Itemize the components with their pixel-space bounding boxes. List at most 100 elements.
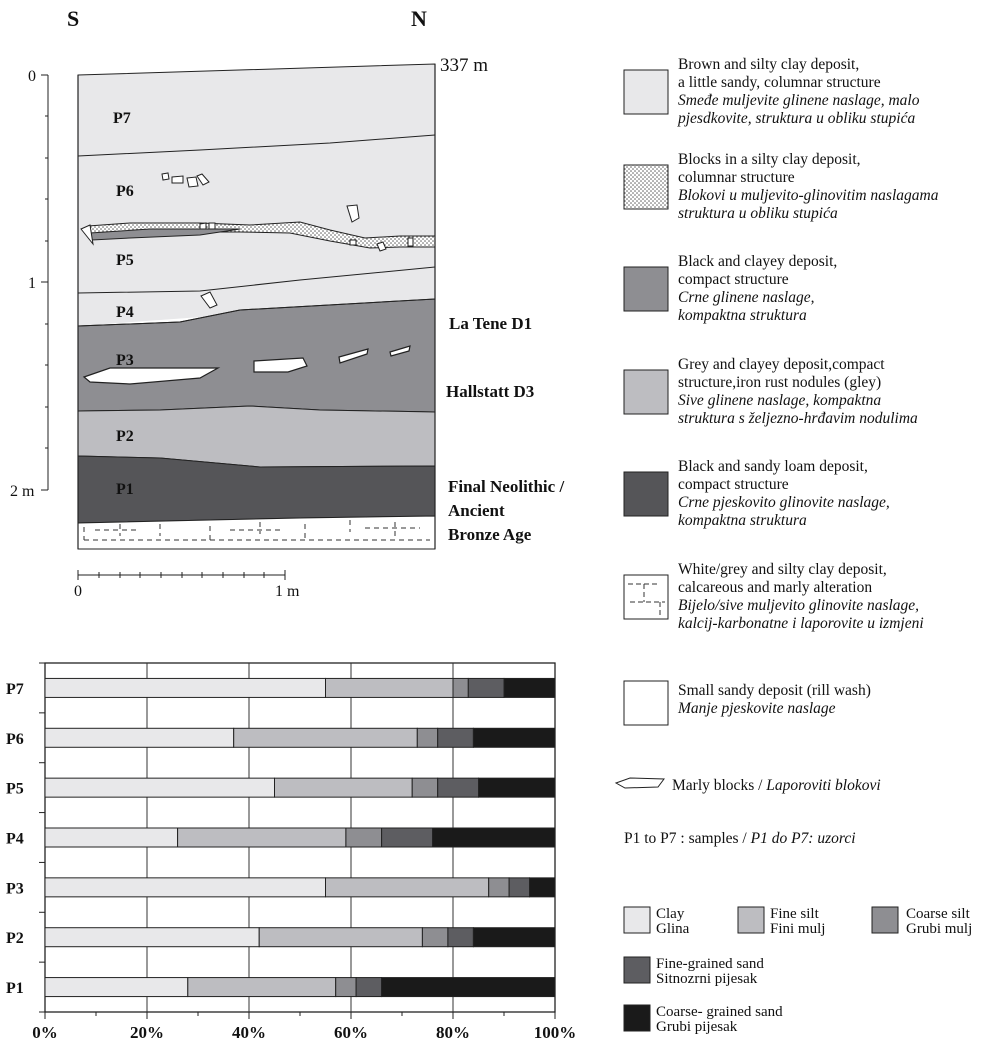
bar-p5-coarse-silt: [411, 777, 439, 798]
bar-p5-clay: [44, 777, 275, 798]
sample-label-p7: P7: [113, 110, 131, 127]
bar-p6-fine-grained-sand: [437, 727, 474, 748]
grain-size-chart: P7 P6 P5 P4 P3 P2 P1 0% 20% 40% 60% 80% 100%: [6, 662, 576, 1038]
grain-label-en: Coarse silt: [906, 906, 971, 922]
legend-item-small-sandy: Small sandy deposit (rill wash)Manje pje…: [623, 680, 871, 726]
legend-text: compact structure: [678, 271, 789, 288]
dashed-pattern: [628, 583, 665, 615]
stone: [171, 175, 184, 184]
legend-text: columnar structure: [678, 169, 795, 186]
layer-brown-top: [77, 63, 436, 241]
bar-p4-clay: [44, 827, 179, 848]
legend-text: Blocks in a silty clay deposit,: [678, 151, 861, 168]
marly-blocks-p3: [82, 345, 411, 385]
bar-p4-coarse-grained-sand: [432, 827, 556, 848]
marly-legend: Marly blocks / Laporoviti blokovi: [614, 777, 881, 794]
legend-text: White/grey and silty clay deposit,: [678, 561, 887, 578]
legend-text: a little sandy, columnar structure: [678, 74, 881, 91]
legend-text: kompaktna struktura: [678, 307, 807, 324]
orientation-north: N: [411, 6, 427, 31]
bar-p7-coarse-grained-sand: [503, 677, 556, 698]
stone: [196, 173, 210, 186]
category-label-p5: P5: [6, 781, 24, 798]
legend-text: struktura u obliku stupića: [678, 205, 838, 222]
sample-label-p4: P4: [116, 304, 134, 321]
samples-note: P1 to P7 : samples / P1 do P7: uzorci: [624, 830, 856, 847]
bar-p1-fine-silt: [187, 977, 337, 998]
category-label-p1: P1: [6, 980, 24, 997]
depth-axis: [41, 74, 49, 491]
legend-text: Bijelo/sive muljevito glinovite naslage,: [678, 597, 919, 614]
period-neolithic-line1: Final Neolithic /: [448, 477, 564, 496]
period-la-tene: La Tene D1: [449, 314, 532, 333]
stone: [186, 176, 199, 188]
bar-p6-fine-silt: [233, 727, 418, 748]
bar-p3-coarse-grained-sand: [529, 877, 556, 898]
legend-text: Sive glinene naslage, kompaktna: [678, 392, 881, 409]
legend-text: pjesdkovite, struktura u obliku stupića: [677, 110, 915, 127]
sample-label-p3: P3: [116, 352, 134, 369]
stones: [80, 172, 414, 309]
legend-swatch-brown: [623, 69, 669, 115]
bar-p6-coarse-grained-sand: [472, 727, 556, 748]
bar-p7-coarse-silt: [452, 677, 469, 698]
category-label-p6: P6: [6, 731, 24, 748]
boundary-p5-p4: [77, 266, 436, 294]
stone: [407, 237, 414, 247]
bar-p3-fine-grained-sand: [508, 877, 531, 898]
grain-label-en: Fine-grained sand: [656, 956, 764, 972]
legend-swatch-blocks: [623, 164, 669, 210]
legend-text: Smeđe muljevite glinene naslage, malo: [678, 92, 920, 109]
bar-p2-fine-silt: [258, 927, 423, 948]
legend-text: Small sandy deposit (rill wash): [678, 682, 871, 699]
period-neolithic-line3: Bronze Age: [448, 525, 532, 544]
legend-item-black-clayey: Black and clayey deposit,compact structu…: [623, 253, 837, 324]
legend-swatch-black-clayey: [623, 266, 669, 312]
scale-bar-start: 0: [74, 583, 82, 600]
bar-p5-fine-grained-sand: [437, 777, 480, 798]
sample-label-p5: P5: [116, 252, 134, 269]
legend-text: struktura s željezno-hrđavim nodulima: [678, 410, 918, 427]
legend-item-white-grey: White/grey and silty clay deposit,calcar…: [623, 561, 924, 632]
bar-p3-coarse-silt: [488, 877, 510, 898]
legend-item-black-sandy: Black and sandy loam deposit,compact str…: [623, 458, 890, 529]
legend-text: kalcij-karbonatne i laporovite u izmjeni: [678, 615, 924, 632]
marly-block-swatch: [614, 777, 665, 789]
boundary-p4-p3: [77, 298, 436, 327]
altitude-label: 337 m: [440, 55, 488, 76]
scale-bar-end: 1 m: [275, 583, 300, 600]
bar-p5-coarse-grained-sand: [478, 777, 556, 798]
marly-block: [82, 367, 221, 385]
calcareous-dashes: [83, 520, 430, 541]
legend-item-blocks: Blocks in a silty clay deposit,columnar …: [623, 151, 939, 222]
grain-label-en: Coarse- grained sand: [656, 1004, 783, 1020]
marly-block: [338, 348, 369, 364]
legend-text: calcareous and marly alteration: [678, 579, 872, 596]
category-label-p7: P7: [6, 681, 24, 698]
scale-bar: [77, 570, 286, 580]
grain-swatch-fine-sand: [623, 956, 651, 984]
boundary-p7-p6: [77, 134, 436, 157]
depth-label-2: 2 m: [10, 483, 35, 500]
stone: [161, 172, 170, 181]
depth-label-0: 0: [28, 68, 36, 85]
bar-p7-fine-grained-sand: [467, 677, 505, 698]
legend-text: Crne pjeskovito glinovite naslage,: [678, 494, 890, 511]
grain-label-hr: Glina: [656, 921, 690, 937]
legend-text: Manje pjeskovite naslage: [677, 700, 836, 717]
bar-p1-coarse-silt: [335, 977, 357, 998]
legend-swatch-black-sandy: [623, 471, 669, 517]
layer-boundaries: [77, 134, 436, 327]
legend-swatch-grey-clayey: [623, 369, 669, 415]
stone: [200, 291, 218, 309]
grain-swatch-coarse-silt: [871, 906, 899, 934]
x-tick-label: 20%: [130, 1023, 164, 1038]
legend-swatch-white-grey: [623, 574, 669, 620]
stone: [346, 204, 360, 223]
legend-text: Brown and silty clay deposit,: [678, 56, 859, 73]
grain-label-hr: Grubi pijesak: [656, 1019, 738, 1035]
grain-label-hr: Grubi mulj: [906, 921, 972, 937]
legend-text: Black and sandy loam deposit,: [678, 458, 868, 475]
